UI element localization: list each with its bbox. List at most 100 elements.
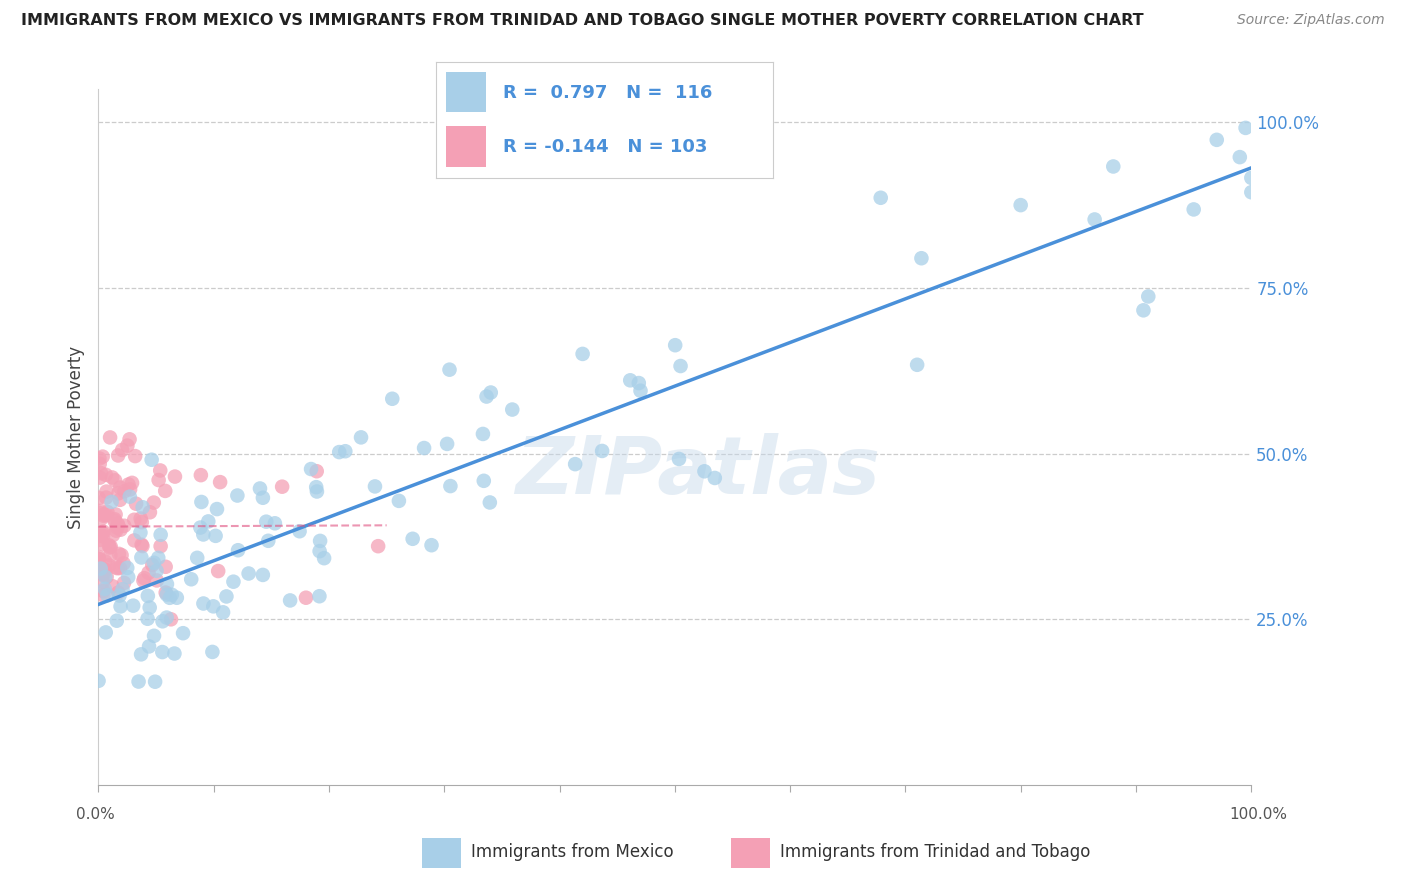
- Point: [90, 561, 112, 575]
- Point: [156, 577, 179, 591]
- Point: [190, 495, 212, 509]
- Point: [117, 477, 139, 491]
- Point: [117, 570, 139, 584]
- Point: [471, 426, 494, 441]
- Point: [124, 449, 146, 463]
- Point: [94, 570, 117, 584]
- Point: [252, 568, 274, 582]
- Point: [159, 591, 181, 605]
- Point: [91, 524, 114, 539]
- Point: [101, 470, 124, 484]
- Point: [108, 589, 131, 603]
- Point: [305, 484, 328, 499]
- Point: [111, 442, 134, 457]
- Point: [155, 483, 177, 498]
- Point: [104, 474, 127, 488]
- Point: [439, 479, 461, 493]
- Point: [122, 513, 145, 527]
- Point: [117, 561, 139, 575]
- Point: [141, 452, 163, 467]
- Point: [193, 597, 215, 611]
- Point: [105, 524, 128, 538]
- Point: [94, 625, 117, 640]
- Point: [131, 539, 153, 553]
- Point: [156, 610, 179, 624]
- Point: [136, 612, 159, 626]
- Point: [388, 494, 411, 508]
- Point: [664, 338, 686, 352]
- Point: [108, 547, 131, 561]
- Point: [96, 508, 118, 522]
- Point: [150, 645, 173, 659]
- Point: [439, 362, 461, 376]
- Point: [271, 480, 294, 494]
- Point: [1240, 186, 1263, 200]
- Point: [128, 674, 150, 689]
- Point: [204, 529, 226, 543]
- Point: [101, 528, 124, 542]
- Point: [91, 529, 114, 543]
- Point: [1137, 289, 1160, 303]
- Point: [89, 561, 111, 575]
- Point: [87, 552, 110, 566]
- Point: [314, 551, 336, 566]
- Point: [254, 515, 277, 529]
- Point: [475, 390, 498, 404]
- Point: [591, 444, 613, 458]
- Point: [381, 392, 404, 406]
- Point: [98, 541, 121, 555]
- Point: [107, 486, 129, 500]
- Point: [215, 590, 238, 604]
- Point: [107, 516, 129, 531]
- Text: IMMIGRANTS FROM MEXICO VS IMMIGRANTS FROM TRINIDAD AND TOBAGO SINGLE MOTHER POVE: IMMIGRANTS FROM MEXICO VS IMMIGRANTS FRO…: [21, 13, 1143, 29]
- Point: [869, 191, 891, 205]
- Point: [193, 527, 215, 541]
- Point: [149, 527, 172, 541]
- Point: [111, 582, 134, 597]
- Point: [141, 558, 163, 572]
- Point: [112, 484, 135, 499]
- Point: [197, 515, 219, 529]
- Point: [202, 599, 225, 614]
- Point: [401, 532, 423, 546]
- Point: [138, 566, 160, 580]
- Point: [91, 567, 114, 582]
- Point: [94, 467, 117, 482]
- Point: [105, 560, 128, 574]
- Point: [669, 359, 692, 373]
- Point: [105, 561, 128, 575]
- Point: [104, 512, 127, 526]
- Point: [129, 525, 152, 540]
- Point: [299, 462, 322, 476]
- Point: [145, 564, 167, 578]
- Point: [87, 673, 110, 688]
- Point: [129, 511, 152, 525]
- Point: [120, 483, 142, 497]
- Text: Immigrants from Trinidad and Tobago: Immigrants from Trinidad and Tobago: [780, 843, 1091, 861]
- Point: [472, 474, 495, 488]
- Point: [420, 538, 443, 552]
- Point: [89, 533, 111, 547]
- Point: [226, 543, 249, 558]
- Point: [148, 550, 170, 565]
- Point: [364, 479, 387, 493]
- Text: ZIPatlas: ZIPatlas: [516, 433, 880, 511]
- Point: [190, 468, 212, 483]
- Point: [155, 559, 177, 574]
- Point: [107, 449, 129, 463]
- Point: [87, 551, 110, 566]
- Point: [89, 504, 111, 518]
- Point: [163, 647, 186, 661]
- Point: [90, 511, 112, 525]
- Point: [93, 582, 115, 596]
- Point: [226, 489, 249, 503]
- Point: [89, 451, 111, 466]
- Point: [93, 588, 115, 602]
- Point: [110, 523, 132, 537]
- Point: [148, 473, 170, 487]
- Point: [104, 508, 127, 522]
- Text: 100.0%: 100.0%: [1229, 807, 1288, 822]
- Point: [668, 452, 690, 467]
- Point: [94, 491, 117, 505]
- Point: [100, 495, 122, 509]
